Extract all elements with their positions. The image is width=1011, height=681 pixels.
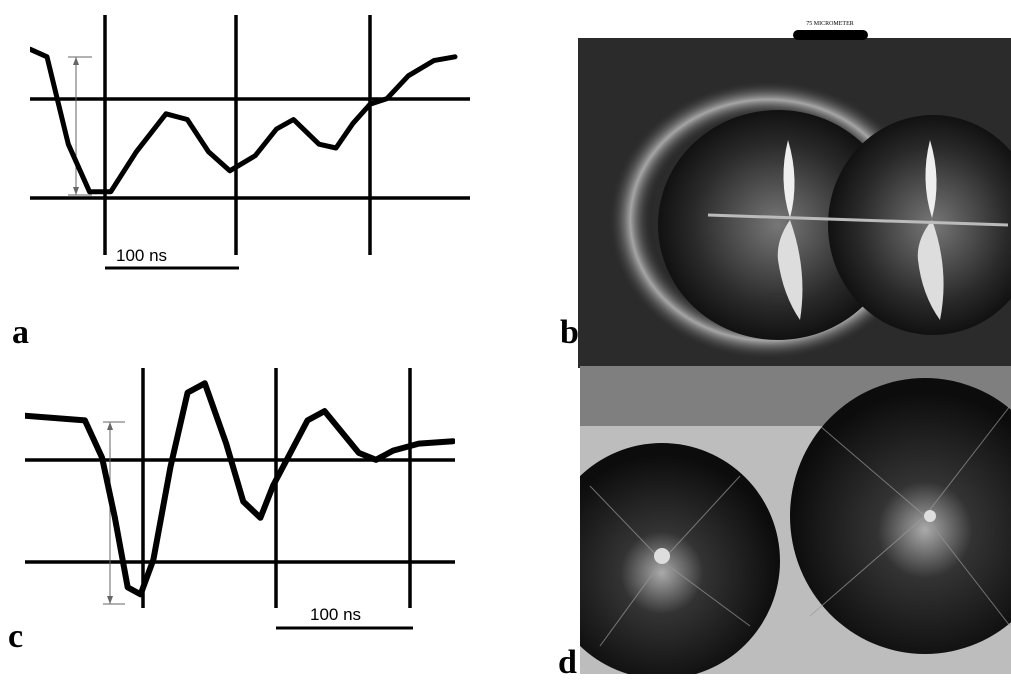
panel-b: 75 MICROMETER bbox=[578, 20, 1011, 368]
panel-d bbox=[580, 366, 1011, 674]
micrograph-b: 75 MICROMETER bbox=[578, 21, 1011, 368]
arrow-head bbox=[107, 422, 113, 430]
panel-label-b: b bbox=[560, 314, 579, 351]
micro-scale-label: 75 MICROMETER bbox=[806, 21, 854, 27]
scale-bar-label: 100 ns bbox=[310, 605, 361, 624]
spherulite bbox=[828, 115, 1011, 335]
arrow-head bbox=[73, 57, 79, 65]
nucleus bbox=[654, 548, 670, 564]
maltese-lobe bbox=[925, 140, 937, 218]
maltese-lobe bbox=[783, 140, 795, 218]
radial-fibrils bbox=[589, 405, 1011, 647]
spherulite bbox=[658, 110, 898, 340]
spherulite bbox=[580, 443, 780, 674]
panel-label-d: d bbox=[558, 644, 577, 681]
micro-scale-bar bbox=[793, 30, 868, 40]
scale-bar-label: 100 ns bbox=[116, 246, 167, 265]
panel-a-plot: 100 ns bbox=[30, 15, 470, 270]
arrow-head bbox=[107, 596, 113, 604]
panel-c: 100 ns bbox=[25, 368, 455, 638]
maltese-lobe bbox=[777, 220, 803, 320]
waveform-trace bbox=[30, 46, 458, 195]
nucleus bbox=[924, 510, 936, 522]
micrograph-d bbox=[580, 366, 1011, 674]
maltese-lobe bbox=[917, 220, 944, 320]
waveform-trace bbox=[25, 380, 455, 598]
panel-c-plot: 100 ns bbox=[25, 368, 455, 630]
panel-a: 100 ns bbox=[30, 15, 470, 285]
panel-label-a: a bbox=[12, 314, 29, 351]
panel-label-c: c bbox=[8, 618, 24, 655]
arrow-head bbox=[73, 187, 79, 195]
extinction-line bbox=[707, 213, 1009, 227]
